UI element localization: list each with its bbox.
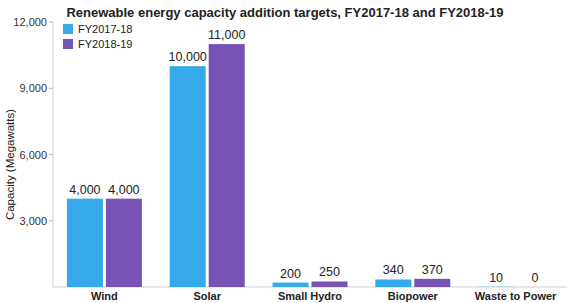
y-tick (49, 154, 53, 155)
legend-swatch (63, 24, 73, 34)
data-labels: 4,000 10,000 200 340 10 4,000 11,000 250 370 0 (69, 28, 538, 285)
bar (414, 279, 450, 287)
y-axis-label: Capacity (Megawatts) (4, 109, 16, 220)
bar (375, 279, 411, 287)
data-label: 4,000 (108, 183, 139, 197)
data-label: 11,000 (208, 28, 245, 42)
y-tick-label: 6,000 (19, 149, 47, 161)
x-tick-label: Biopower (388, 290, 439, 302)
title: Renewable energy capacity addition targe… (66, 5, 503, 20)
bar (312, 281, 348, 287)
data-label: 10 (489, 271, 503, 285)
data-label: 4,000 (69, 183, 100, 197)
x-tick-label: Waste to Power (475, 290, 557, 302)
data-label: 370 (422, 263, 443, 277)
y-tick-label: 9,000 (19, 82, 47, 94)
data-label: 200 (280, 267, 301, 281)
legend-label: FY2018-19 (78, 38, 132, 50)
legend-label: FY2017-18 (78, 23, 132, 35)
data-label: 0 (532, 271, 539, 285)
legend-swatch (63, 39, 73, 49)
data-label: 10,000 (169, 50, 207, 64)
bar (67, 199, 103, 287)
y-tick-label: 3,000 (19, 215, 47, 227)
bar (517, 287, 553, 288)
y-tick (49, 220, 53, 221)
x-tick-label: Wind (91, 290, 118, 302)
bar (478, 286, 514, 287)
y-tick (49, 88, 53, 89)
chart: Renewable energy capacity addition targe… (0, 0, 570, 303)
y-tick (49, 22, 53, 23)
x-tick-label: Small Hydro (278, 290, 342, 302)
x-tick-label: Solar (193, 290, 221, 302)
bar (209, 44, 245, 287)
data-label: 340 (383, 263, 404, 277)
data-label: 250 (319, 265, 340, 279)
bar (170, 66, 206, 287)
bars (67, 44, 514, 287)
bar (273, 283, 309, 287)
bar (106, 199, 142, 287)
y-tick-label: 12,000 (13, 16, 47, 28)
